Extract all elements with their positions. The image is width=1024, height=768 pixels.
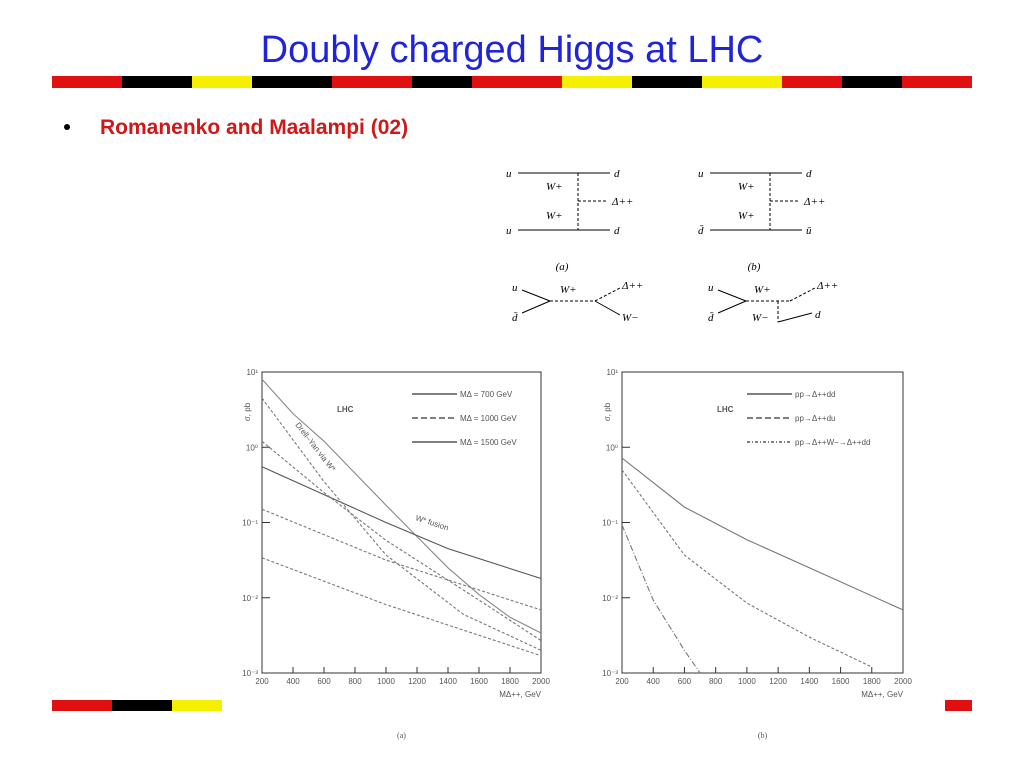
bottom-stripe [52, 700, 972, 711]
curve [621, 524, 701, 674]
label: u [698, 168, 704, 180]
x-tick-label: 1000 [377, 677, 395, 686]
label: d [815, 309, 821, 321]
x-axis-label: MΔ++, GeV [861, 690, 903, 699]
x-tick-label: 1800 [863, 677, 881, 686]
x-tick-label: 600 [317, 677, 331, 686]
label: Δ++ [611, 196, 633, 208]
y-tick-label: 10⁻² [602, 594, 618, 603]
label: d [614, 168, 620, 180]
x-tick-label: 2000 [894, 677, 912, 686]
label: W+ [738, 181, 755, 193]
y-tick-label: 10⁻¹ [602, 519, 618, 528]
label: u [506, 168, 512, 180]
label: d̄ [512, 312, 518, 324]
x-tick-label: 600 [678, 677, 692, 686]
label: ū [806, 225, 812, 237]
curve [621, 469, 873, 668]
curve [261, 557, 542, 657]
legend-label: MΔ = 700 GeV [460, 390, 513, 399]
curve [621, 457, 904, 611]
curve [261, 397, 542, 651]
x-tick-label: 200 [615, 677, 629, 686]
slide-title: Doubly charged Higgs at LHC [261, 29, 764, 71]
caption: (a) [556, 261, 569, 273]
x-tick-label: 400 [286, 677, 300, 686]
x-tick-label: 1000 [738, 677, 756, 686]
curve [261, 378, 542, 634]
label: u [506, 225, 512, 237]
plot-text: LHC [717, 405, 734, 414]
label: W+ [738, 210, 755, 222]
label: d̄ [698, 225, 704, 237]
curve [261, 508, 542, 611]
caption: (a) [397, 731, 406, 740]
y-tick-label: 10⁰ [606, 443, 618, 452]
x-tick-label: 800 [348, 677, 362, 686]
feynman-diagrams: u d W+ W+ Δ++ u d (a) u d W+ W+ Δ++ d̄ ū… [506, 168, 838, 324]
x-tick-label: 800 [709, 677, 723, 686]
y-tick-label: 10⁻³ [602, 669, 618, 678]
x-tick-label: 1600 [470, 677, 488, 686]
label: W+ [560, 284, 577, 296]
label: d̄ [708, 312, 714, 324]
y-tick-label: 10⁰ [246, 443, 258, 452]
y-tick-label: 10⁻² [242, 594, 258, 603]
plot-background [230, 355, 565, 705]
label: u [708, 282, 714, 294]
bullet-dot [64, 124, 70, 130]
label: Δ++ [803, 196, 825, 208]
label: Δ++ [621, 280, 643, 292]
curve [261, 466, 542, 580]
caption: (b) [758, 731, 768, 740]
y-axis-label: σ, pb [603, 402, 612, 421]
x-tick-label: 400 [647, 677, 661, 686]
legend-label: pp→Δ++du [795, 414, 835, 423]
label: W− [622, 312, 639, 324]
y-tick-label: 10¹ [606, 368, 618, 377]
label: W+ [546, 181, 563, 193]
label: d [614, 225, 620, 237]
y-tick-label: 10⁻³ [242, 669, 258, 678]
y-tick-label: 10⁻¹ [242, 519, 258, 528]
y-tick-label: 10¹ [246, 368, 258, 377]
legend-label: pp→Δ++dd [795, 390, 835, 399]
label: W+ [754, 284, 771, 296]
x-tick-label: 2000 [532, 677, 550, 686]
legend-label: MΔ = 1500 GeV [460, 438, 517, 447]
bullet-text: Romanenko and Maalampi (02) [100, 116, 408, 139]
x-tick-label: 1800 [501, 677, 519, 686]
x-axis-label: MΔ++, GeV [499, 690, 541, 699]
label: W− [752, 312, 769, 324]
legend-label: MΔ = 1000 GeV [460, 414, 517, 423]
y-axis-label: σ, pb [243, 402, 252, 421]
x-tick-label: 1200 [769, 677, 787, 686]
x-tick-label: 1600 [832, 677, 850, 686]
plot-text: LHC [337, 405, 354, 414]
legend-label: pp→Δ++W−→Δ++dd [795, 438, 870, 447]
top-stripe [52, 76, 972, 88]
caption: (b) [748, 261, 761, 273]
x-tick-label: 1400 [439, 677, 457, 686]
label: d [806, 168, 812, 180]
x-tick-label: 1400 [800, 677, 818, 686]
plot-background [595, 355, 930, 705]
x-tick-label: 1200 [408, 677, 426, 686]
x-tick-label: 200 [255, 677, 269, 686]
label: Δ++ [816, 280, 838, 292]
label: W+ [546, 210, 563, 222]
label: u [512, 282, 518, 294]
